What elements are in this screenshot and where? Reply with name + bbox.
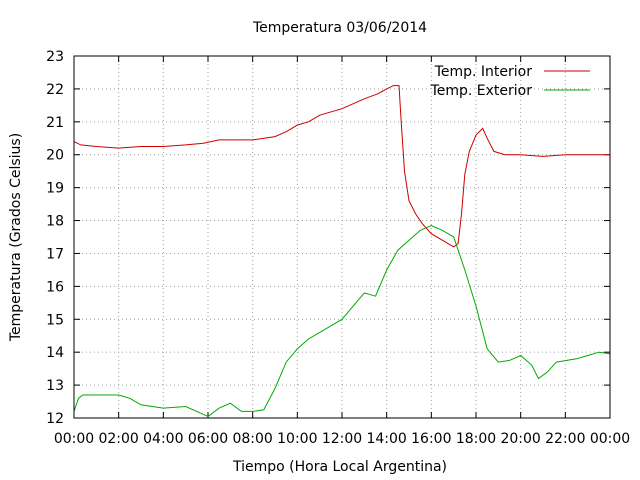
y-axis-label: Temperatura (Grados Celsius)	[8, 133, 24, 342]
y-tick-label: 16	[46, 279, 64, 295]
y-tick-label: 21	[46, 115, 64, 131]
x-tick-label: 20:00	[500, 431, 540, 447]
x-tick-label: 00:00	[590, 431, 630, 447]
y-tick-label: 19	[46, 181, 64, 197]
x-tick-label: 02:00	[98, 431, 138, 447]
y-tick-label: 18	[46, 214, 64, 230]
x-tick-label: 04:00	[143, 431, 183, 447]
x-tick-label: 22:00	[545, 431, 585, 447]
grid-lines	[74, 56, 610, 418]
x-tick-label: 18:00	[456, 431, 496, 447]
chart-title: Temperatura 03/06/2014	[252, 20, 427, 36]
legend-label: Temp. Interior	[434, 64, 533, 80]
legend-label: Temp. Exterior	[430, 83, 533, 99]
x-tick-label: 10:00	[277, 431, 317, 447]
legend: Temp. Interior Temp. Exterior	[430, 64, 590, 99]
y-tick-label: 14	[46, 345, 64, 361]
x-tick-label: 12:00	[322, 431, 362, 447]
y-tick-labels: 12 13 14 15 16 17 18 19 20 21 22 23	[46, 49, 64, 427]
series-line-1	[73, 85, 610, 248]
plot-frame	[73, 55, 611, 419]
x-tick-label: 06:00	[188, 431, 228, 447]
x-axis-label: Tiempo (Hora Local Argentina)	[232, 459, 447, 475]
y-tick-label: 20	[46, 148, 64, 164]
x-tick-label: 16:00	[411, 431, 451, 447]
y-tick-label: 22	[46, 82, 64, 98]
x-tick-label: 00:00	[54, 431, 94, 447]
y-tick-label: 13	[46, 378, 64, 394]
y-tick-label: 17	[46, 246, 64, 262]
x-tick-label: 08:00	[232, 431, 272, 447]
series-line-2	[73, 224, 611, 417]
series-lines	[73, 85, 611, 417]
y-tick-label: 12	[46, 411, 64, 427]
x-tick-label: 14:00	[366, 431, 406, 447]
y-tick-label: 23	[46, 49, 64, 65]
x-tick-labels: 00:00 02:00 04:00 06:00 08:00 10:00 12:00 14:00…	[54, 431, 630, 447]
y-tick-label: 15	[46, 312, 64, 328]
